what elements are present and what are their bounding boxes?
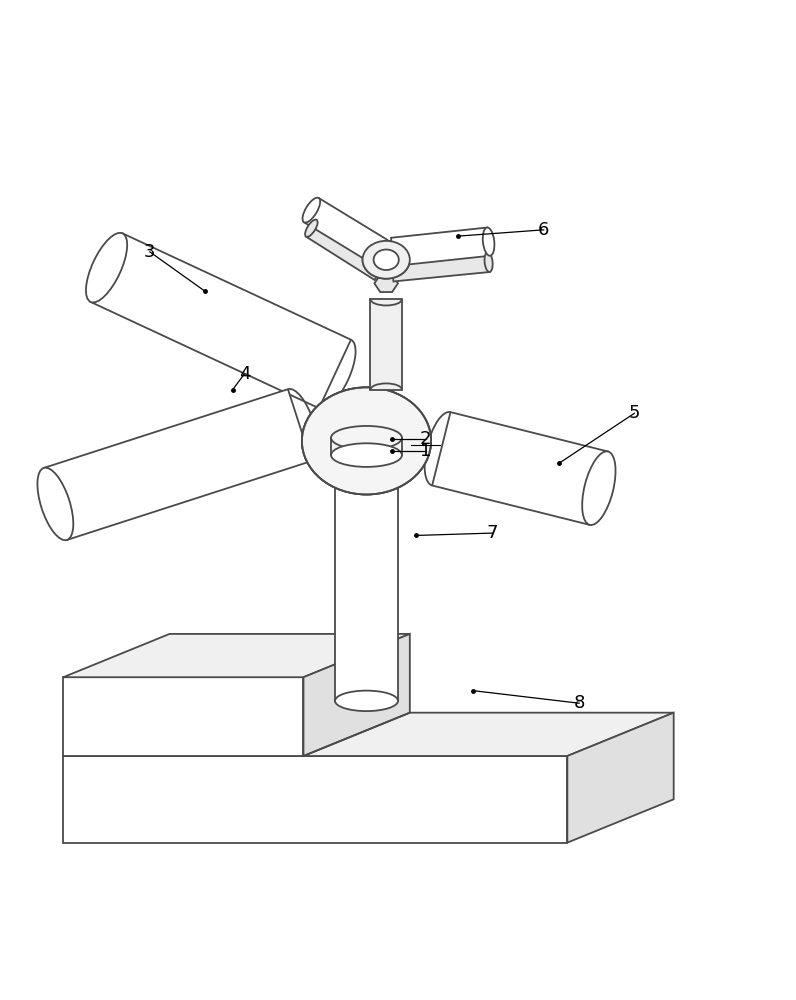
Polygon shape [392,252,490,281]
Text: 8: 8 [573,694,585,712]
Polygon shape [63,677,303,756]
Ellipse shape [362,241,410,279]
Polygon shape [568,713,673,843]
Polygon shape [374,275,398,292]
Ellipse shape [37,468,73,540]
Ellipse shape [373,250,399,270]
Text: 6: 6 [538,221,549,239]
Ellipse shape [582,451,615,525]
Ellipse shape [482,228,494,256]
Polygon shape [370,299,402,390]
Ellipse shape [335,691,398,711]
Polygon shape [63,756,568,843]
Ellipse shape [302,387,431,494]
Polygon shape [63,713,673,756]
Ellipse shape [86,233,127,302]
Text: 7: 7 [487,524,498,542]
Ellipse shape [331,443,402,467]
Polygon shape [306,220,385,280]
Text: 4: 4 [239,365,250,383]
Polygon shape [44,389,311,540]
Ellipse shape [331,426,402,450]
Polygon shape [63,634,410,677]
Ellipse shape [302,198,320,223]
Ellipse shape [302,387,431,494]
Ellipse shape [373,250,399,270]
Ellipse shape [485,252,493,272]
Ellipse shape [331,426,402,450]
Text: 1: 1 [419,442,431,460]
Polygon shape [304,198,388,264]
Text: 2: 2 [419,430,431,448]
Ellipse shape [331,443,402,467]
Ellipse shape [305,220,318,237]
Polygon shape [432,412,608,525]
Polygon shape [391,228,490,266]
Text: 5: 5 [629,404,640,422]
Text: 3: 3 [144,243,156,261]
Polygon shape [335,425,398,701]
Polygon shape [91,233,351,408]
Polygon shape [303,634,410,756]
Ellipse shape [362,241,410,279]
